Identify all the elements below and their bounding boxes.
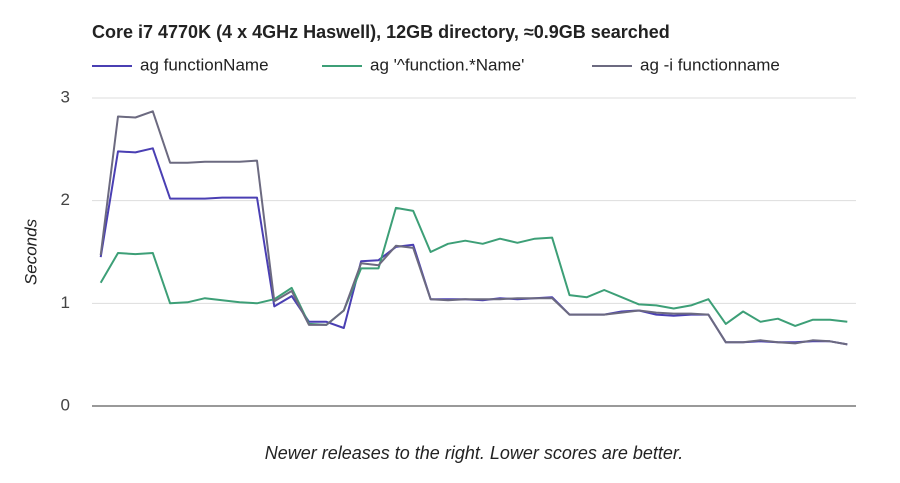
chart-title: Core i7 4770K (4 x 4GHz Haswell), 12GB d… [92, 22, 670, 42]
legend-label: ag '^function.*Name' [370, 55, 524, 74]
legend-label: ag -i functionname [640, 55, 780, 74]
series-line [99, 206, 848, 327]
series-line [99, 147, 848, 346]
y-axis-label: Seconds [21, 218, 40, 285]
y-tick-label: 1 [61, 293, 70, 312]
y-tick-label: 3 [61, 87, 70, 106]
series-line [99, 110, 848, 346]
legend-label: ag functionName [140, 55, 269, 74]
y-tick-label: 2 [61, 190, 70, 209]
y-tick-label: 0 [61, 395, 70, 414]
legend: ag functionName ag '^function.*Name' ag -i… [92, 55, 780, 74]
x-axis-label: Newer releases to the right. Lower score… [265, 443, 684, 463]
